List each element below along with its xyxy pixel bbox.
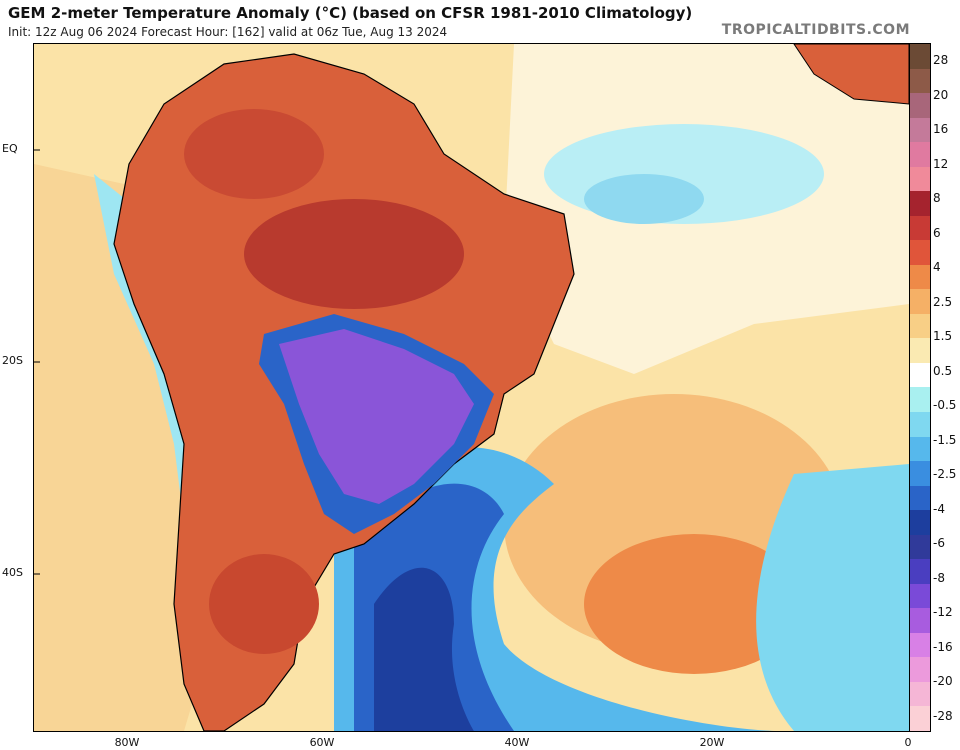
lat-label-40s: 40S [2,566,23,579]
lon-label-80w: 80W [114,736,140,749]
colorbar-cell [910,289,930,314]
southeast-cyan-zone [756,464,909,731]
lon-label-20w: 20W [699,736,725,749]
lon-label-40w: 40W [504,736,530,749]
colorbar-cell [910,93,930,118]
colorbar-cell [910,117,930,143]
colorbar-cell [910,436,930,462]
colorbar-label: 12 [933,156,949,171]
colorbar-label: -2.5 [933,467,957,482]
colorbar-cell [910,191,930,216]
colorbar-cell [910,240,930,265]
colorbar-label: -12 [933,605,953,620]
colorbar-label: -28 [933,709,953,723]
colorbar-cell [910,362,930,388]
africa-land [793,44,909,105]
colorbar-cell [910,338,930,363]
lat-label-20s: 20S [2,354,23,367]
colorbar-cell [910,387,930,412]
colorbar-cell [910,142,930,167]
lon-label-0: 0 [904,736,912,749]
brazil-hot-core [244,199,464,309]
source-credit: TROPICALTIDBITS.COM [721,22,910,38]
colorbar-label: -0.5 [933,398,957,413]
map-title: GEM 2-meter Temperature Anomaly (°C) (ba… [8,4,693,22]
amazon-warm-core [184,109,324,199]
colorbar-label: -20 [933,674,953,689]
lat-label-eq: EQ [2,142,18,155]
colorbar-label: 8 [933,191,941,206]
colorbar-cell [910,313,930,339]
colorbar-cell [910,559,930,584]
temperature-anomaly-map [33,43,910,732]
colorbar-cell [910,411,930,437]
colorbar-label: 20 [933,87,949,102]
colorbar-cell [910,534,930,560]
colorbar-cell [910,706,930,731]
lon-label-60w: 60W [309,736,335,749]
colorbar-cell [910,264,930,290]
colorbar-label: 1.5 [933,329,953,344]
colorbar-cell [910,44,930,69]
colorbar-label: -8 [933,570,945,585]
map-subtitle: Init: 12z Aug 06 2024 Forecast Hour: [16… [8,25,448,39]
colorbar-cell [910,461,930,486]
colorbar-cell [910,608,930,633]
colorbar-cell [910,485,930,511]
colorbar-label: -4 [933,501,945,516]
patagonia-warm-core [209,554,319,654]
colorbar-label: 0.5 [933,363,953,378]
colorbar-cell [910,68,930,94]
colorbar-cell [910,583,930,609]
colorbar-label: 6 [933,225,941,240]
colorbar-label: 4 [933,260,941,275]
colorbar-cell [910,510,930,535]
south-atlantic-deep-cold [374,567,474,731]
cold-airmass-purple [279,329,474,504]
colorbar-label: 16 [933,122,949,137]
colorbar-label: -1.5 [933,432,957,447]
colorbar-cell [910,166,930,192]
colorbar-label: 28 [933,53,949,67]
equatorial-cyan-core [584,174,704,224]
colorbar-cell [910,681,930,707]
colorbar-label: -6 [933,536,945,551]
south-atlantic-warm-core [584,534,804,674]
colorbar-cell [910,632,930,658]
colorbar-cell [910,657,930,682]
colorbar-label: -16 [933,639,953,654]
colorbar-label: 2.5 [933,294,953,309]
colorbar [909,43,931,732]
colorbar-cell [910,215,930,241]
